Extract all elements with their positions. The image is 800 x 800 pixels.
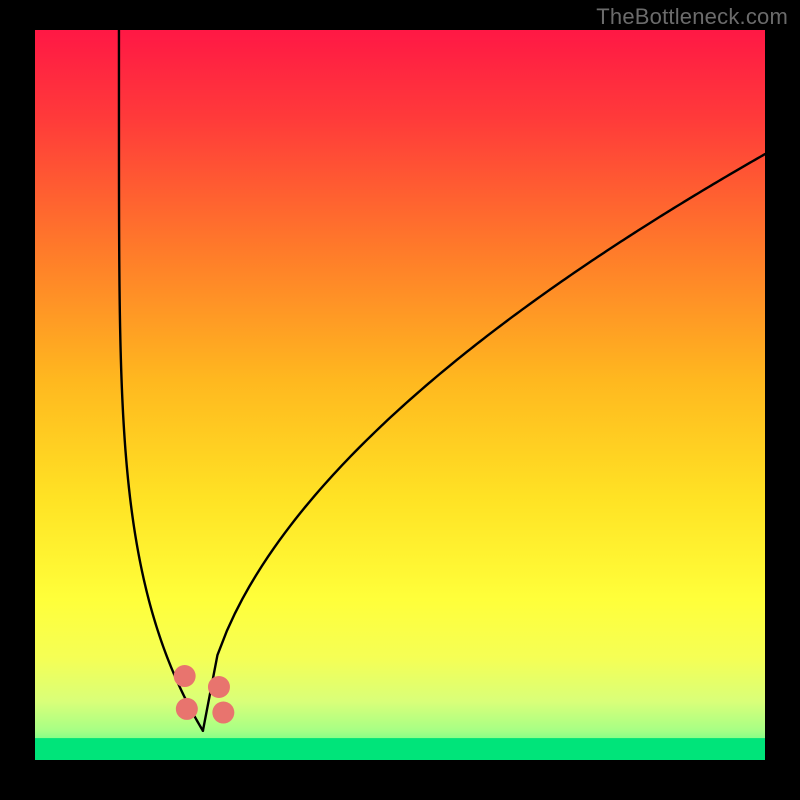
chart-container: TheBottleneck.com (0, 0, 800, 800)
data-dot (212, 702, 234, 724)
watermark-text: TheBottleneck.com (596, 4, 788, 30)
plot-background (35, 30, 765, 760)
data-dot (208, 676, 230, 698)
data-dot (176, 698, 198, 720)
data-dot (174, 665, 196, 687)
bottom-green-band (35, 738, 765, 760)
chart-svg (0, 0, 800, 800)
